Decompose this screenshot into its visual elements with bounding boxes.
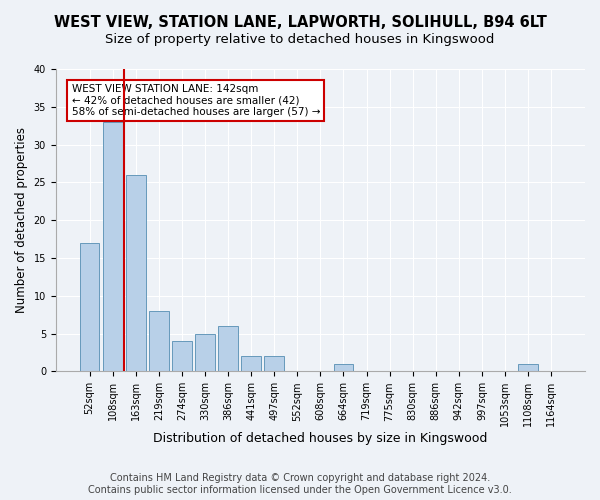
Text: Size of property relative to detached houses in Kingswood: Size of property relative to detached ho… bbox=[106, 32, 494, 46]
Bar bbox=[80, 243, 100, 372]
Text: WEST VIEW, STATION LANE, LAPWORTH, SOLIHULL, B94 6LT: WEST VIEW, STATION LANE, LAPWORTH, SOLIH… bbox=[53, 15, 547, 30]
Y-axis label: Number of detached properties: Number of detached properties bbox=[15, 127, 28, 313]
Bar bbox=[241, 356, 261, 372]
Text: WEST VIEW STATION LANE: 142sqm
← 42% of detached houses are smaller (42)
58% of : WEST VIEW STATION LANE: 142sqm ← 42% of … bbox=[71, 84, 320, 117]
Bar bbox=[149, 311, 169, 372]
X-axis label: Distribution of detached houses by size in Kingswood: Distribution of detached houses by size … bbox=[153, 432, 488, 445]
Bar bbox=[265, 356, 284, 372]
Text: Contains HM Land Registry data © Crown copyright and database right 2024.
Contai: Contains HM Land Registry data © Crown c… bbox=[88, 474, 512, 495]
Bar bbox=[103, 122, 122, 372]
Bar bbox=[195, 334, 215, 372]
Bar bbox=[126, 175, 146, 372]
Bar bbox=[334, 364, 353, 372]
Bar bbox=[218, 326, 238, 372]
Bar bbox=[518, 364, 538, 372]
Bar bbox=[172, 341, 192, 372]
